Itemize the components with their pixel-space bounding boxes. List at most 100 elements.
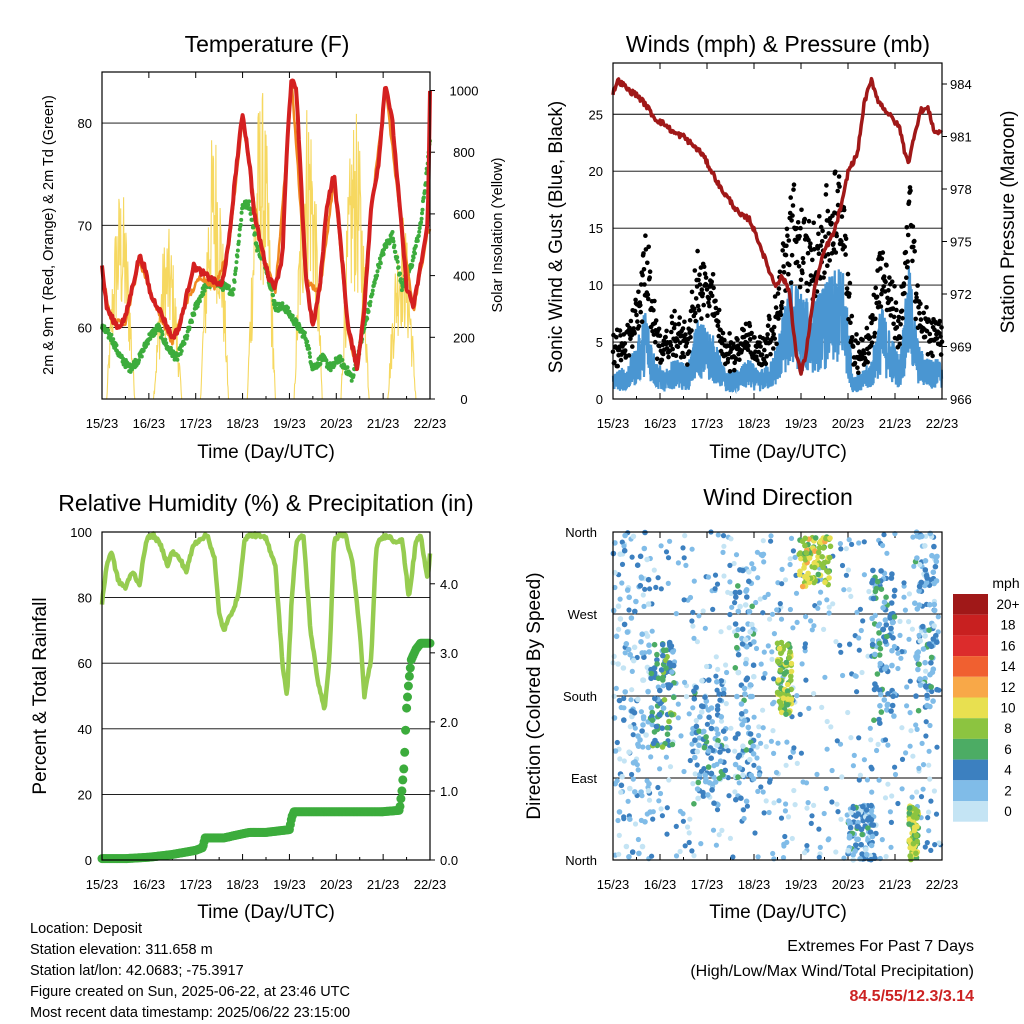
- direction-point: [655, 784, 661, 791]
- gust-point: [765, 332, 770, 337]
- gust-point: [888, 296, 894, 302]
- gust-point: [816, 231, 821, 237]
- y2-tick-label: 600: [453, 207, 475, 222]
- direction-point: [625, 798, 631, 804]
- legend-label: 20+: [997, 597, 1020, 612]
- direction-point: [787, 754, 794, 760]
- gust-point: [786, 238, 792, 243]
- gust-point: [924, 328, 930, 334]
- gust-point: [872, 330, 878, 336]
- rainfall-point: [399, 764, 409, 774]
- direction-point: [626, 594, 632, 601]
- direction-point: [885, 742, 891, 748]
- gust-point: [848, 320, 853, 326]
- gust-point: [654, 356, 660, 362]
- direction-point: [889, 647, 895, 654]
- direction-point: [910, 814, 917, 820]
- dewpoint-point: [163, 337, 168, 342]
- direction-point: [761, 810, 767, 816]
- direction-point: [621, 758, 627, 764]
- direction-point: [814, 771, 820, 778]
- direction-point: [744, 594, 750, 600]
- gust-point: [825, 208, 831, 214]
- gust-point: [699, 316, 704, 321]
- legend-label: 2: [1004, 783, 1012, 798]
- direction-point: [859, 851, 865, 857]
- humidity-line: [99, 531, 433, 711]
- gust-point: [715, 323, 721, 329]
- dewpoint-point: [351, 373, 356, 378]
- gust-point: [697, 272, 702, 278]
- direction-point: [624, 629, 631, 635]
- direction-point: [616, 697, 623, 704]
- direction-point: [858, 841, 864, 848]
- gust-point: [632, 308, 638, 314]
- direction-point: [691, 801, 697, 807]
- direction-point: [799, 583, 806, 590]
- direction-point: [621, 717, 627, 723]
- gust-point: [896, 314, 902, 320]
- direction-point: [719, 827, 725, 834]
- direction-point: [865, 653, 871, 659]
- direction-point: [686, 839, 692, 846]
- direction-point: [750, 751, 757, 757]
- gust-point: [904, 225, 910, 230]
- direction-point: [821, 626, 827, 633]
- direction-point: [891, 614, 898, 620]
- direction-point: [677, 848, 683, 855]
- gust-point: [767, 316, 772, 322]
- dewpoint-point: [192, 312, 197, 317]
- direction-point: [629, 849, 636, 855]
- dewpoint-point: [144, 344, 148, 349]
- direction-point: [847, 641, 853, 647]
- direction-point: [845, 818, 852, 824]
- gust-point: [771, 332, 776, 337]
- direction-point: [705, 764, 712, 770]
- dewpoint-point: [238, 222, 243, 227]
- dewpoint-point: [247, 199, 252, 204]
- direction-point: [700, 703, 706, 710]
- direction-point: [645, 601, 652, 607]
- dewpoint-point: [182, 341, 187, 346]
- direction-point: [887, 809, 894, 815]
- gust-point: [798, 225, 803, 231]
- direction-point: [774, 607, 780, 613]
- direction-point: [908, 728, 914, 734]
- direction-point: [858, 627, 864, 634]
- direction-point: [694, 786, 701, 792]
- direction-point: [928, 660, 934, 666]
- direction-point: [808, 820, 814, 827]
- pressure-line: [611, 76, 944, 376]
- dewpoint-point: [234, 260, 239, 265]
- direction-point: [732, 735, 739, 741]
- gust-point: [638, 282, 644, 287]
- direction-point: [916, 661, 922, 668]
- direction-point: [709, 719, 715, 725]
- direction-point: [712, 586, 718, 592]
- solar-insolation-line: [106, 197, 136, 399]
- direction-point: [870, 822, 877, 828]
- gust-point: [633, 297, 638, 303]
- gust-point: [739, 348, 745, 353]
- direction-point: [675, 715, 681, 721]
- direction-point: [839, 774, 845, 780]
- direction-point: [845, 709, 851, 716]
- gust-point: [819, 239, 825, 244]
- direction-point: [699, 709, 705, 715]
- direction-point: [687, 594, 694, 601]
- dewpoint-point: [390, 230, 395, 234]
- direction-point: [667, 764, 674, 770]
- rainfall-point: [403, 681, 413, 691]
- direction-point: [691, 853, 697, 859]
- direction-point: [755, 854, 761, 860]
- direction-point: [848, 593, 854, 600]
- direction-point: [714, 679, 720, 685]
- direction-point: [889, 619, 896, 626]
- direction-point: [849, 541, 855, 548]
- direction-point: [909, 626, 916, 632]
- direction-point: [910, 534, 916, 540]
- gust-point: [695, 303, 701, 309]
- gust-point: [869, 340, 875, 346]
- direction-point: [838, 816, 844, 822]
- gust-point: [628, 336, 633, 342]
